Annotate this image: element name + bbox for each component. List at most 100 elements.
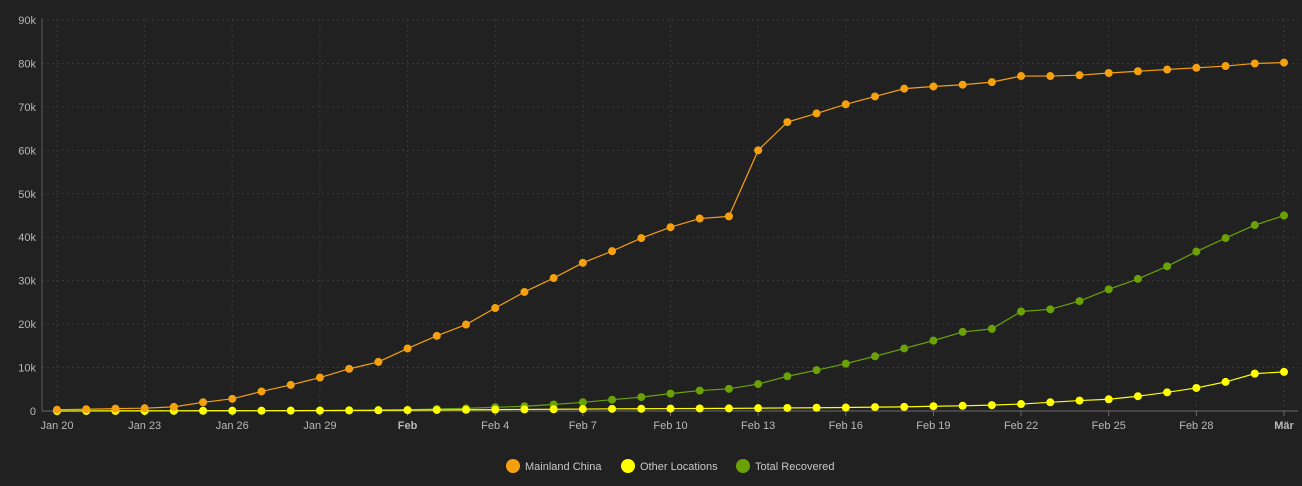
data-point-total-recovered[interactable] <box>666 389 675 398</box>
data-point-mainland-china[interactable] <box>724 212 733 221</box>
legend-item-mainland-china[interactable]: Mainland China <box>506 459 602 473</box>
data-point-mainland-china[interactable] <box>1075 71 1084 80</box>
data-point-other-locations[interactable] <box>1280 367 1288 376</box>
data-point-other-locations[interactable] <box>491 405 500 414</box>
data-point-mainland-china[interactable] <box>169 402 178 411</box>
data-point-mainland-china[interactable] <box>900 84 909 93</box>
data-point-total-recovered[interactable] <box>754 380 763 389</box>
data-point-mainland-china[interactable] <box>608 247 617 256</box>
data-point-total-recovered[interactable] <box>578 398 587 407</box>
data-point-other-locations[interactable] <box>900 402 909 411</box>
data-point-other-locations[interactable] <box>578 405 587 414</box>
data-point-mainland-china[interactable] <box>53 405 61 414</box>
data-point-mainland-china[interactable] <box>491 304 500 313</box>
data-point-mainland-china[interactable] <box>82 405 91 414</box>
data-point-total-recovered[interactable] <box>871 352 879 361</box>
data-point-other-locations[interactable] <box>929 402 938 411</box>
data-point-other-locations[interactable] <box>695 404 704 413</box>
data-point-other-locations[interactable] <box>666 404 675 413</box>
data-point-mainland-china[interactable] <box>783 118 792 127</box>
data-point-other-locations[interactable] <box>1017 400 1026 409</box>
data-point-other-locations[interactable] <box>432 405 441 414</box>
data-point-mainland-china[interactable] <box>403 344 412 353</box>
data-point-total-recovered[interactable] <box>1192 247 1201 256</box>
data-point-total-recovered[interactable] <box>987 324 996 333</box>
data-point-total-recovered[interactable] <box>812 366 821 375</box>
data-point-other-locations[interactable] <box>1221 377 1230 386</box>
data-point-other-locations[interactable] <box>1075 396 1084 405</box>
legend-item-total-recovered[interactable]: Total Recovered <box>736 459 835 473</box>
data-point-mainland-china[interactable] <box>549 274 558 283</box>
data-point-total-recovered[interactable] <box>1133 274 1142 283</box>
data-point-mainland-china[interactable] <box>520 287 529 296</box>
data-point-mainland-china[interactable] <box>462 320 470 329</box>
data-point-mainland-china[interactable] <box>1250 59 1259 68</box>
data-point-mainland-china[interactable] <box>1163 65 1172 74</box>
data-point-mainland-china[interactable] <box>286 380 295 389</box>
data-point-other-locations[interactable] <box>462 405 470 414</box>
data-point-mainland-china[interactable] <box>929 82 938 91</box>
data-point-total-recovered[interactable] <box>1017 307 1026 316</box>
data-point-other-locations[interactable] <box>987 401 996 410</box>
data-point-other-locations[interactable] <box>345 406 354 415</box>
data-point-other-locations[interactable] <box>841 403 850 412</box>
data-point-mainland-china[interactable] <box>666 223 675 232</box>
data-point-mainland-china[interactable] <box>1280 58 1288 67</box>
data-point-other-locations[interactable] <box>403 406 412 415</box>
data-point-other-locations[interactable] <box>1046 398 1055 407</box>
data-point-total-recovered[interactable] <box>1104 285 1113 294</box>
data-point-mainland-china[interactable] <box>1046 72 1055 81</box>
data-point-mainland-china[interactable] <box>140 404 149 413</box>
data-point-mainland-china[interactable] <box>199 398 208 407</box>
data-point-mainland-china[interactable] <box>637 234 646 243</box>
data-point-mainland-china[interactable] <box>111 404 120 413</box>
data-point-total-recovered[interactable] <box>637 393 646 402</box>
data-point-total-recovered[interactable] <box>1250 221 1259 230</box>
data-point-other-locations[interactable] <box>1104 395 1113 404</box>
data-point-other-locations[interactable] <box>1250 369 1259 378</box>
data-point-other-locations[interactable] <box>724 404 733 413</box>
data-point-total-recovered[interactable] <box>1280 211 1288 220</box>
data-point-other-locations[interactable] <box>549 405 558 414</box>
data-point-total-recovered[interactable] <box>958 327 967 336</box>
data-point-mainland-china[interactable] <box>812 109 821 118</box>
data-point-mainland-china[interactable] <box>257 387 266 396</box>
data-point-other-locations[interactable] <box>520 405 529 414</box>
data-point-mainland-china[interactable] <box>578 258 587 267</box>
data-point-total-recovered[interactable] <box>929 336 938 345</box>
data-point-total-recovered[interactable] <box>1046 305 1055 314</box>
data-point-other-locations[interactable] <box>871 403 879 412</box>
data-point-mainland-china[interactable] <box>374 357 383 366</box>
data-point-other-locations[interactable] <box>286 406 295 415</box>
data-point-total-recovered[interactable] <box>608 395 617 404</box>
legend[interactable]: Mainland China Other Locations Total Recov… <box>506 459 835 473</box>
data-point-other-locations[interactable] <box>228 406 237 415</box>
data-point-mainland-china[interactable] <box>1017 72 1026 81</box>
data-point-total-recovered[interactable] <box>900 344 909 353</box>
data-point-mainland-china[interactable] <box>315 373 324 382</box>
data-point-other-locations[interactable] <box>754 404 763 413</box>
data-point-other-locations[interactable] <box>608 404 617 413</box>
data-point-total-recovered[interactable] <box>695 386 704 395</box>
data-point-mainland-china[interactable] <box>345 364 354 373</box>
data-point-mainland-china[interactable] <box>1133 67 1142 76</box>
data-point-mainland-china[interactable] <box>754 146 763 155</box>
data-point-mainland-china[interactable] <box>1192 63 1201 72</box>
data-point-total-recovered[interactable] <box>724 384 733 393</box>
data-point-mainland-china[interactable] <box>695 214 704 223</box>
data-point-total-recovered[interactable] <box>1221 234 1230 243</box>
data-point-other-locations[interactable] <box>199 406 208 415</box>
legend-item-other-locations[interactable]: Other Locations <box>621 459 718 473</box>
data-point-other-locations[interactable] <box>1133 392 1142 401</box>
data-point-other-locations[interactable] <box>783 403 792 412</box>
data-point-total-recovered[interactable] <box>1075 297 1084 306</box>
data-point-mainland-china[interactable] <box>841 100 850 109</box>
data-point-total-recovered[interactable] <box>783 372 792 381</box>
data-point-other-locations[interactable] <box>812 403 821 412</box>
data-point-mainland-china[interactable] <box>228 394 237 403</box>
data-point-mainland-china[interactable] <box>1221 62 1230 71</box>
data-point-other-locations[interactable] <box>315 406 324 415</box>
data-point-other-locations[interactable] <box>958 401 967 410</box>
data-point-other-locations[interactable] <box>374 406 383 415</box>
data-point-other-locations[interactable] <box>257 406 266 415</box>
